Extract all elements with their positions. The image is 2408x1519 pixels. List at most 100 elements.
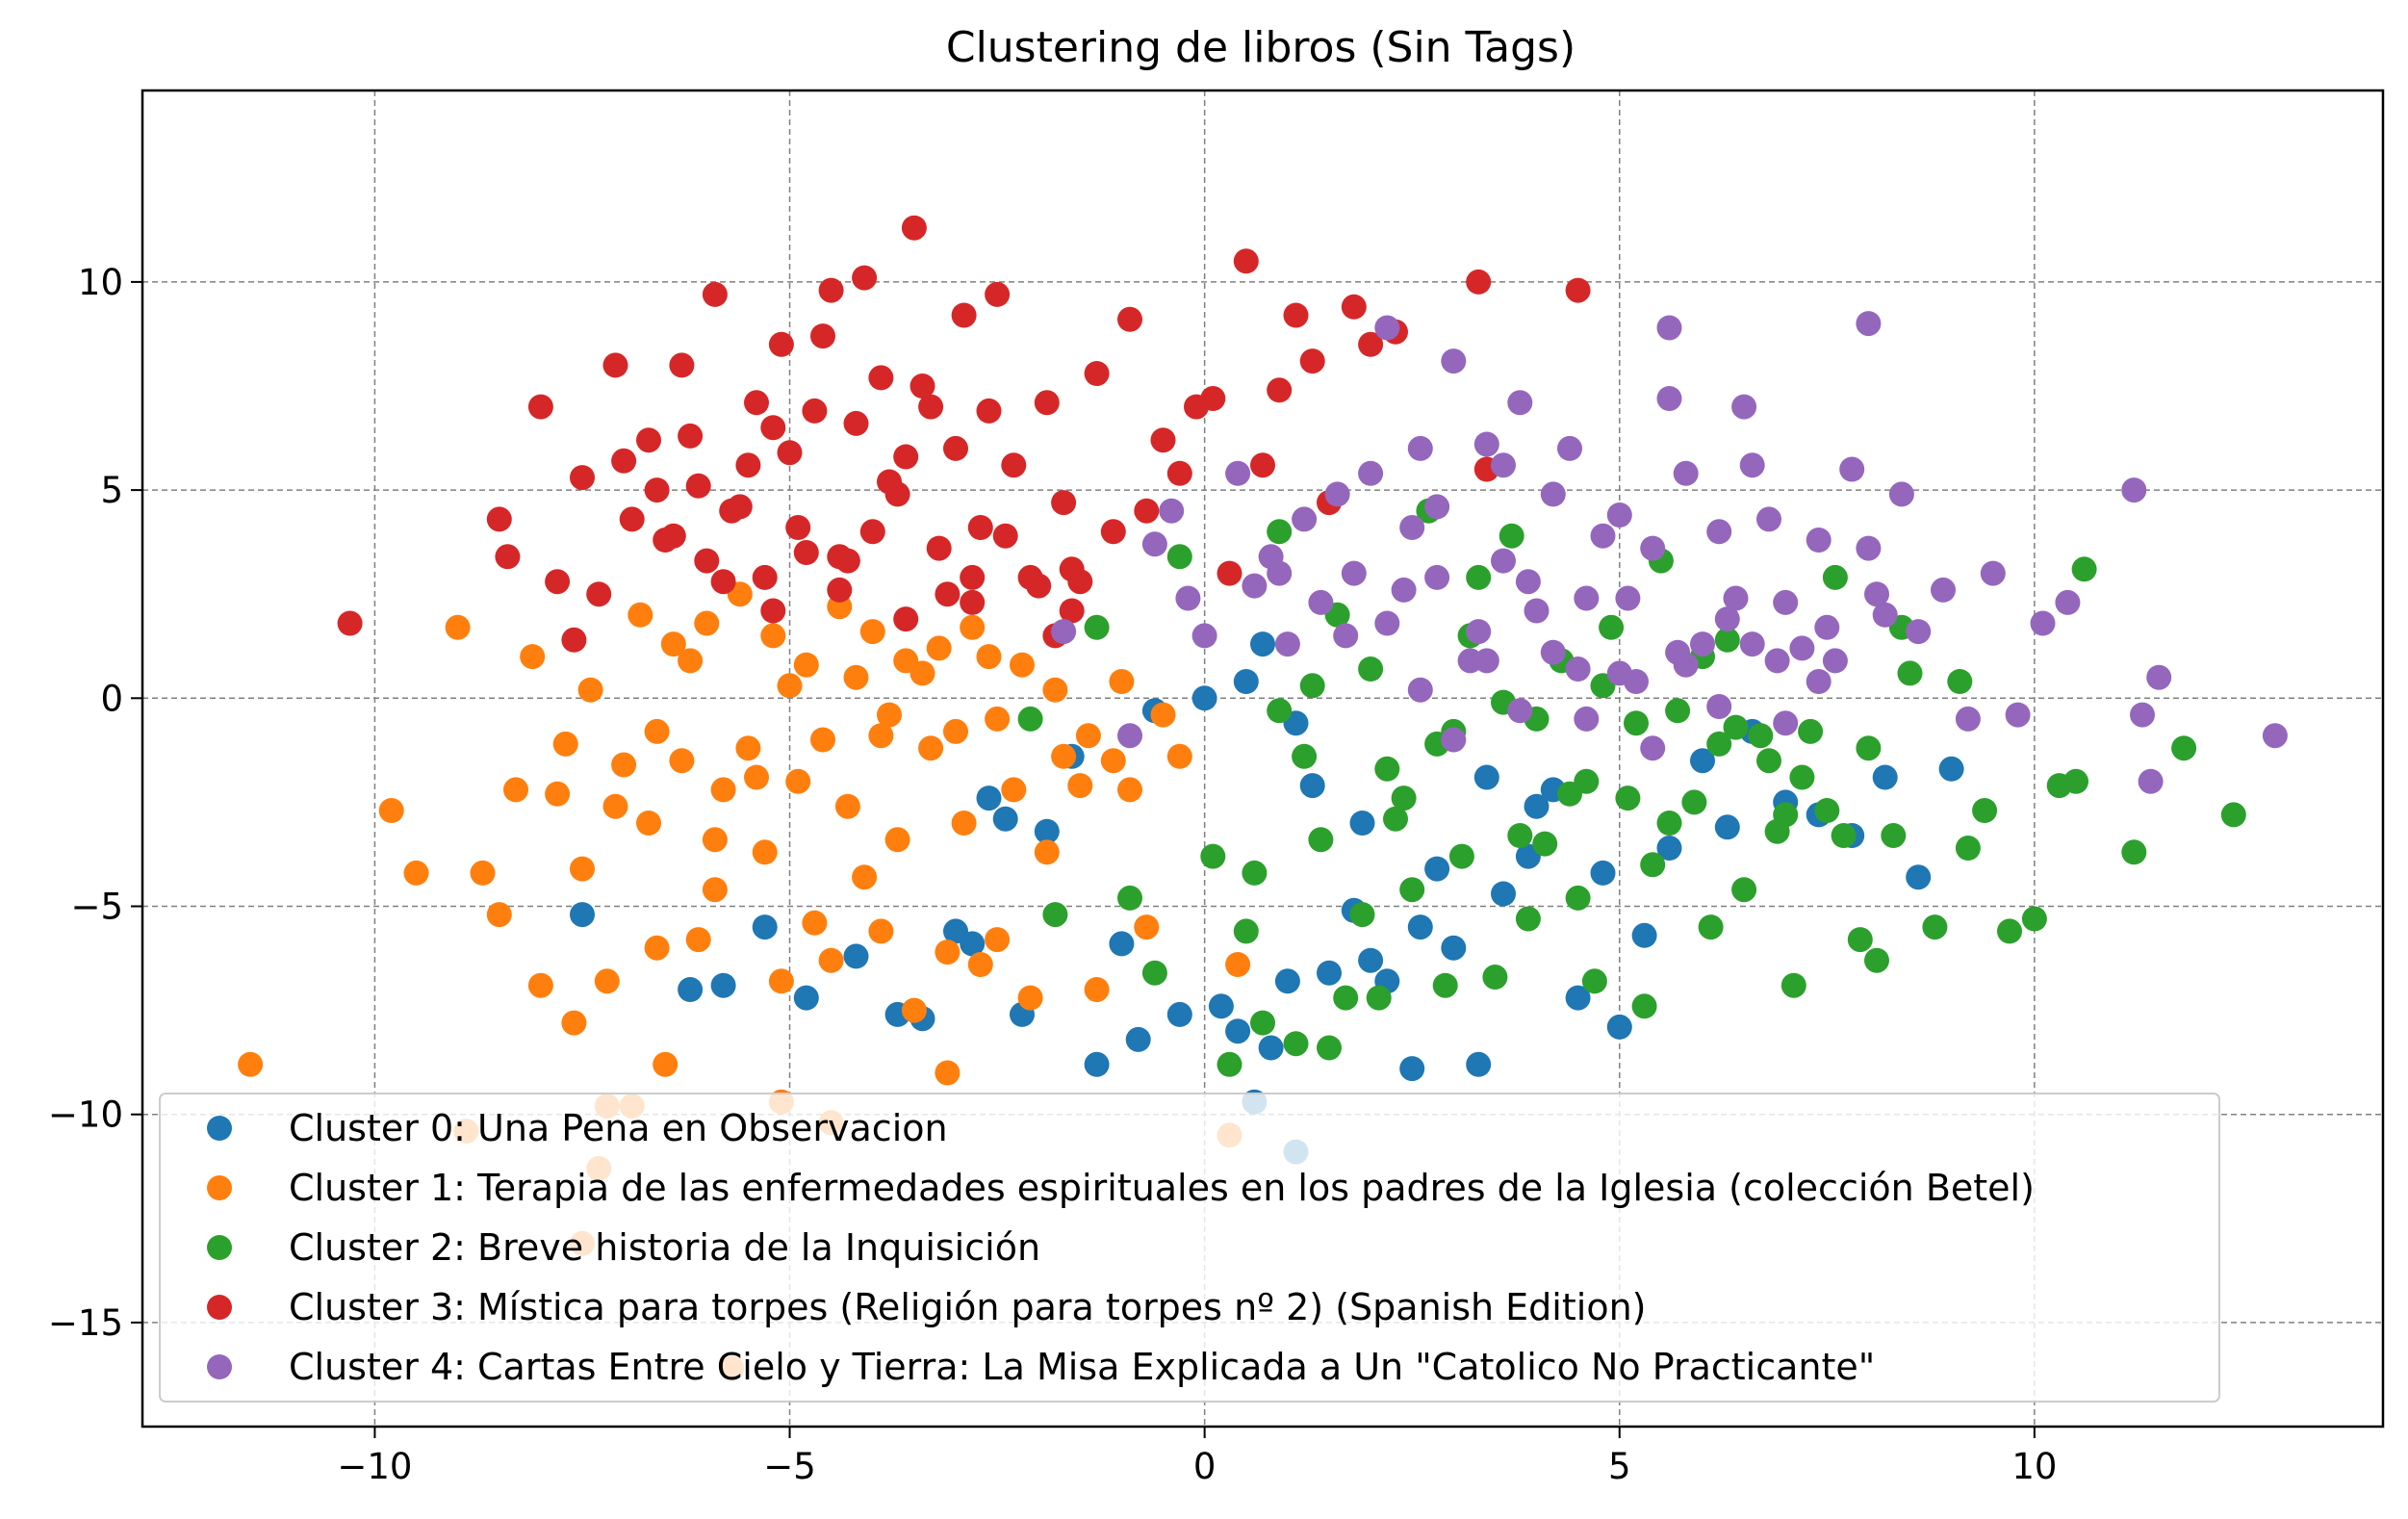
point-cluster-4 bbox=[1333, 623, 1359, 649]
point-cluster-4 bbox=[1690, 631, 1715, 657]
point-cluster-3 bbox=[602, 352, 628, 378]
point-cluster-4 bbox=[1906, 619, 1932, 645]
point-cluster-2 bbox=[2171, 735, 2197, 761]
point-cluster-4 bbox=[1441, 727, 1467, 753]
point-cluster-1 bbox=[378, 798, 404, 823]
point-cluster-2 bbox=[1374, 756, 1400, 782]
point-cluster-1 bbox=[884, 827, 910, 853]
point-cluster-2 bbox=[1897, 660, 1923, 686]
point-cluster-3 bbox=[951, 302, 977, 328]
point-cluster-3 bbox=[1084, 361, 1110, 386]
point-cluster-2 bbox=[1333, 985, 1359, 1011]
point-cluster-4 bbox=[1640, 535, 1666, 561]
point-cluster-2 bbox=[1432, 972, 1458, 998]
point-cluster-1 bbox=[926, 635, 952, 661]
point-cluster-1 bbox=[1017, 985, 1043, 1011]
x-tick-label: 5 bbox=[1608, 1446, 1631, 1487]
point-cluster-1 bbox=[818, 947, 844, 973]
point-cluster-0 bbox=[1938, 756, 1964, 782]
point-cluster-3 bbox=[1034, 390, 1060, 416]
point-cluster-0 bbox=[1109, 931, 1135, 957]
legend-label: Cluster 2: Breve historia de la Inquisic… bbox=[289, 1226, 1040, 1269]
point-cluster-4 bbox=[1274, 631, 1300, 657]
point-cluster-2 bbox=[1864, 947, 1889, 973]
point-cluster-1 bbox=[760, 623, 786, 649]
point-cluster-4 bbox=[1822, 648, 1848, 674]
point-cluster-4 bbox=[1540, 639, 1566, 665]
point-cluster-1 bbox=[594, 968, 620, 994]
point-cluster-4 bbox=[1739, 452, 1765, 478]
point-cluster-2 bbox=[1499, 523, 1524, 549]
point-cluster-3 bbox=[611, 448, 637, 474]
point-cluster-2 bbox=[1698, 914, 1724, 940]
point-cluster-0 bbox=[1473, 764, 1499, 790]
point-cluster-2 bbox=[1748, 723, 1774, 749]
point-cluster-2 bbox=[1166, 544, 1192, 570]
point-cluster-4 bbox=[1806, 528, 1832, 553]
point-cluster-0 bbox=[710, 972, 736, 998]
y-tick-label: 5 bbox=[100, 470, 123, 511]
point-cluster-4 bbox=[1723, 585, 1749, 611]
point-cluster-3 bbox=[818, 277, 844, 303]
point-cluster-2 bbox=[1141, 960, 1167, 986]
point-cluster-1 bbox=[985, 927, 1011, 953]
point-cluster-1 bbox=[877, 702, 902, 728]
point-cluster-3 bbox=[785, 515, 811, 540]
point-cluster-2 bbox=[1383, 806, 1408, 832]
point-cluster-3 bbox=[1299, 348, 1325, 374]
point-cluster-2 bbox=[1581, 968, 1607, 994]
x-tick-label: 10 bbox=[2011, 1446, 2057, 1487]
point-cluster-3 bbox=[935, 581, 961, 607]
point-cluster-0 bbox=[1358, 947, 1384, 973]
point-cluster-0 bbox=[1407, 914, 1433, 940]
point-cluster-1 bbox=[976, 644, 1002, 670]
point-cluster-2 bbox=[1756, 748, 1781, 774]
point-cluster-3 bbox=[893, 444, 919, 470]
legend-box bbox=[159, 1093, 2220, 1403]
point-cluster-2 bbox=[1283, 1031, 1309, 1057]
point-cluster-4 bbox=[1665, 639, 1691, 665]
point-cluster-2 bbox=[1831, 823, 1857, 848]
point-cluster-3 bbox=[1150, 427, 1176, 453]
point-cluster-0 bbox=[1424, 856, 1450, 882]
point-cluster-0 bbox=[1084, 1051, 1110, 1077]
point-cluster-4 bbox=[1856, 535, 1882, 561]
point-cluster-1 bbox=[570, 856, 595, 882]
point-cluster-2 bbox=[2071, 556, 2097, 582]
point-cluster-2 bbox=[1922, 914, 1948, 940]
point-cluster-1 bbox=[678, 648, 704, 674]
point-cluster-2 bbox=[1200, 843, 1226, 869]
point-cluster-4 bbox=[1225, 460, 1251, 486]
point-cluster-3 bbox=[752, 564, 778, 590]
point-cluster-1 bbox=[951, 811, 977, 836]
point-cluster-3 bbox=[1134, 498, 1160, 524]
point-cluster-0 bbox=[1872, 764, 1898, 790]
point-cluster-1 bbox=[960, 614, 986, 640]
y-tick-label: 0 bbox=[100, 678, 123, 719]
point-cluster-4 bbox=[1615, 585, 1641, 611]
point-cluster-2 bbox=[1292, 743, 1318, 769]
point-cluster-1 bbox=[852, 864, 878, 890]
point-cluster-3 bbox=[561, 627, 587, 653]
series-cluster-3 bbox=[337, 215, 1591, 653]
point-cluster-4 bbox=[1814, 614, 1840, 640]
point-cluster-3 bbox=[495, 544, 521, 570]
point-cluster-1 bbox=[445, 614, 471, 640]
point-cluster-1 bbox=[238, 1051, 264, 1077]
point-cluster-1 bbox=[985, 706, 1011, 732]
point-cluster-1 bbox=[1166, 743, 1192, 769]
point-cluster-1 bbox=[901, 997, 927, 1023]
point-cluster-1 bbox=[1117, 777, 1142, 803]
legend-label: Cluster 4: Cartas Entre Cielo y Tierra: … bbox=[289, 1346, 1875, 1388]
point-cluster-4 bbox=[1574, 706, 1600, 732]
point-cluster-3 bbox=[570, 465, 595, 491]
point-cluster-1 bbox=[520, 644, 546, 670]
point-cluster-4 bbox=[1374, 610, 1400, 636]
point-cluster-4 bbox=[1739, 631, 1765, 657]
point-cluster-3 bbox=[943, 435, 968, 461]
point-cluster-3 bbox=[760, 415, 786, 441]
point-cluster-4 bbox=[1491, 548, 1516, 574]
point-cluster-4 bbox=[2262, 723, 2288, 749]
point-cluster-2 bbox=[1881, 823, 1907, 848]
point-cluster-3 bbox=[744, 390, 769, 416]
